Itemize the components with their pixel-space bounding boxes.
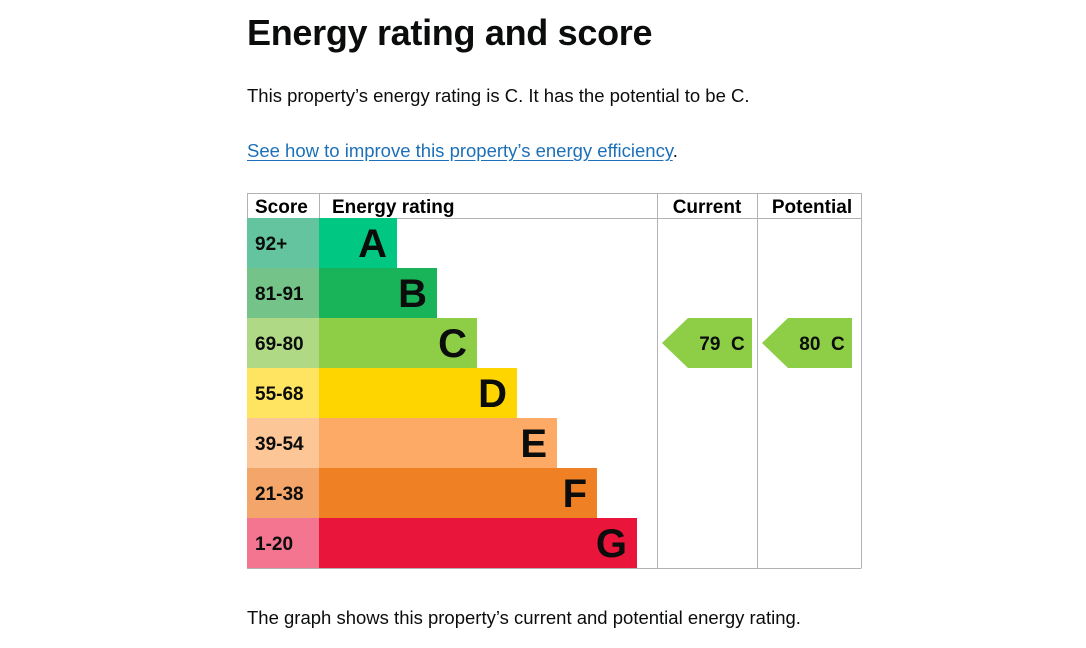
score-cell [247, 468, 319, 518]
rating-bar [319, 368, 517, 418]
score-cell [247, 268, 319, 318]
score-label: 69-80 [255, 334, 304, 355]
header-potential: Potential [772, 197, 852, 218]
rating-letter: D [478, 372, 507, 416]
score-label: 92+ [255, 234, 287, 255]
rating-letter: G [596, 522, 627, 566]
potential-rating-label: 80 C [799, 334, 845, 355]
header-score: Score [255, 197, 308, 218]
rating-bar [319, 268, 437, 318]
current-rating-arrow [662, 318, 752, 368]
score-cell [247, 218, 319, 268]
improve-link-paragraph: See how to improve this property’s energ… [247, 140, 678, 162]
score-cell [247, 318, 319, 368]
rating-letter: A [358, 222, 387, 266]
score-cell [247, 368, 319, 418]
rating-bar [319, 418, 557, 468]
rating-markers: 79 C 80 C [662, 318, 852, 368]
header-energy-rating: Energy rating [332, 197, 454, 218]
rating-bar [319, 518, 637, 568]
potential-rating-arrow [762, 318, 852, 368]
score-cell [247, 418, 319, 468]
current-rating-label: 79 C [699, 334, 745, 355]
page-title: Energy rating and score [247, 12, 653, 53]
rating-bar [319, 468, 597, 518]
rating-letter: E [520, 422, 547, 466]
score-label: 39-54 [255, 434, 304, 455]
rating-letter: F [563, 472, 587, 516]
score-label: 55-68 [255, 384, 304, 405]
rating-bands: 92+ A 81-91 B 69-80 C 55-68 D 39-54 E 21-38 F 1-20 G [247, 218, 637, 568]
score-label: 21-38 [255, 484, 304, 505]
improve-efficiency-link[interactable]: See how to improve this property’s energ… [247, 140, 673, 161]
rating-summary: This property’s energy rating is C. It h… [247, 85, 750, 106]
score-label: 1-20 [255, 534, 293, 555]
score-label: 81-91 [255, 284, 304, 305]
rating-letter: C [438, 322, 467, 366]
rating-bar [319, 218, 397, 268]
score-cell [247, 518, 319, 568]
rating-letter: B [398, 272, 427, 316]
header-current: Current [673, 197, 742, 218]
rating-bar [319, 318, 477, 368]
chart-caption: The graph shows this property’s current … [247, 607, 801, 628]
link-suffix: . [672, 140, 678, 161]
